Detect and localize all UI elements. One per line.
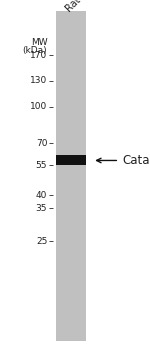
- Text: Catalase: Catalase: [122, 154, 150, 167]
- Text: 40: 40: [36, 191, 47, 200]
- Text: Rat kidney: Rat kidney: [64, 0, 108, 14]
- Text: 55: 55: [36, 161, 47, 170]
- Text: 130: 130: [30, 76, 47, 85]
- Bar: [56, 11, 86, 341]
- Text: 100: 100: [30, 102, 47, 111]
- Text: 25: 25: [36, 237, 47, 246]
- Bar: [56, 155, 86, 165]
- Text: 70: 70: [36, 139, 47, 148]
- Text: 35: 35: [36, 204, 47, 213]
- Text: MW: MW: [31, 38, 47, 47]
- Text: 170: 170: [30, 50, 47, 60]
- Text: (kDa): (kDa): [23, 46, 47, 55]
